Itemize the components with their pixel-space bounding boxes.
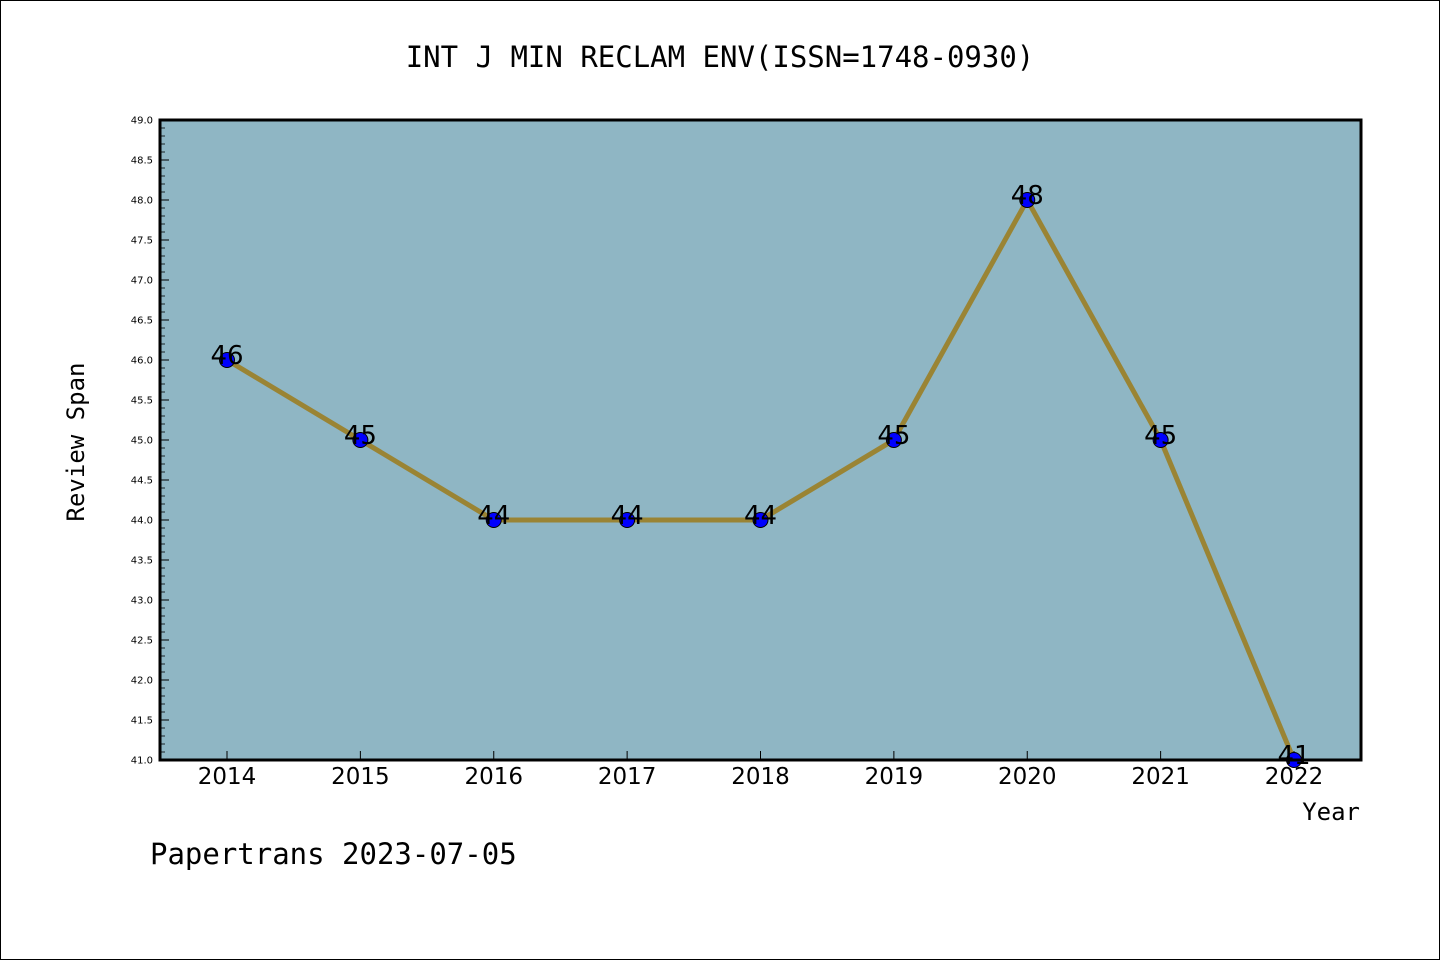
y-tick-label: 49.0: [131, 116, 153, 127]
y-tick-label: 43.0: [131, 596, 153, 607]
data-label: 44: [611, 501, 644, 531]
data-label: 45: [1144, 421, 1177, 451]
plot-border: [158, 118, 1363, 762]
y-axis-label: Review Span: [62, 363, 90, 522]
y-tick-label: 44.0: [131, 516, 153, 527]
data-point-marker: [1019, 192, 1036, 208]
data-point-marker: [619, 512, 636, 528]
y-tick-label: 46.0: [131, 356, 153, 367]
data-label: 48: [1011, 181, 1044, 211]
data-label: 45: [344, 421, 377, 451]
y-tick-label: 44.5: [131, 476, 153, 487]
data-label: 45: [877, 421, 910, 451]
data-point-marker: [1152, 432, 1169, 448]
data-label: 44: [744, 501, 777, 531]
data-point-marker: [752, 512, 769, 528]
x-tick-label: 2017: [598, 764, 657, 790]
chart-title: INT J MIN RECLAM ENV(ISSN=1748-0930): [406, 40, 1035, 74]
y-tick-label: 45.0: [131, 436, 153, 447]
y-tick-label: 45.5: [131, 396, 153, 407]
x-tick-label: 2015: [331, 764, 390, 790]
y-tick-label: 42.0: [131, 676, 153, 687]
x-tick-label: 2016: [464, 764, 523, 790]
plot-area: [160, 120, 1361, 760]
y-tick-label: 48.5: [131, 156, 153, 167]
data-label: 41: [1277, 741, 1310, 771]
y-tick-label: 46.5: [131, 316, 153, 327]
y-tick-label: 41.0: [131, 756, 153, 767]
x-axis-label: Year: [1302, 798, 1360, 826]
x-tick-label: 2019: [865, 764, 924, 790]
data-point-marker: [219, 352, 235, 368]
y-tick-label: 47.5: [131, 236, 153, 247]
y-tick-label: 43.5: [131, 556, 153, 567]
y-tick-label: 41.5: [131, 716, 153, 727]
y-tick-label: 42.5: [131, 636, 153, 647]
data-labels-group: 46 45 44 44 44 45 48 45 41: [210, 181, 1310, 771]
y-tick-label: 48.0: [131, 196, 153, 207]
data-point-marker: [885, 432, 902, 448]
x-tick-label: 2018: [731, 764, 790, 790]
x-tick-label: 2021: [1131, 764, 1190, 790]
data-point-marker: [352, 432, 369, 448]
y-tick-label: 47.0: [131, 276, 153, 287]
x-tick-label: 2020: [998, 764, 1057, 790]
x-axis: 2014 2015 2016 2017 2018 2019 2020 2021 2022: [198, 751, 1324, 790]
data-point-marker: [485, 512, 502, 528]
x-tick-label: 2014: [198, 764, 257, 790]
data-label: 44: [477, 501, 510, 531]
x-tick-label: 2022: [1265, 764, 1324, 790]
footer-text: Papertrans 2023-07-05: [150, 837, 517, 871]
data-label: 46: [210, 341, 243, 371]
